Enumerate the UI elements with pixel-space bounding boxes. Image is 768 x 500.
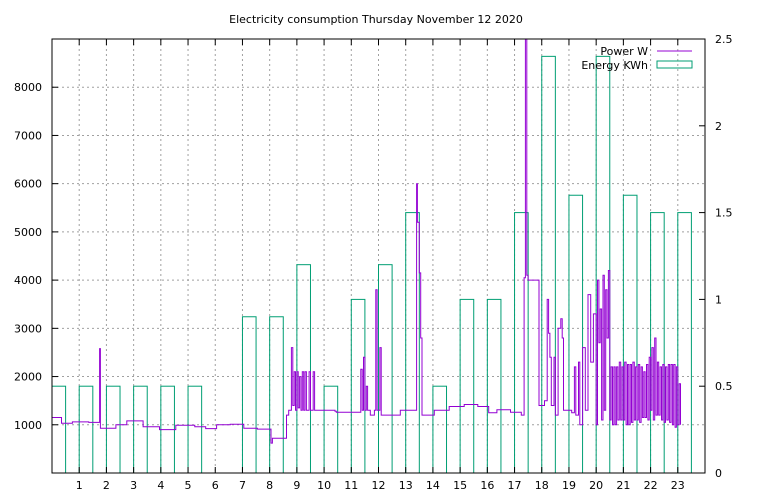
x-tick-label: 19 — [562, 479, 576, 492]
energy-bar — [133, 385, 148, 474]
energy-bars — [51, 55, 692, 474]
x-tick-label: 3 — [130, 479, 137, 492]
y-tick-label: 3000 — [14, 322, 42, 335]
legend-label-power: Power W — [600, 45, 648, 58]
energy-bar — [378, 264, 393, 474]
x-tick-label: 23 — [671, 479, 685, 492]
energy-bar — [323, 385, 339, 474]
legend: Power W Energy KWh — [581, 45, 693, 72]
power-series-line — [52, 38, 681, 444]
x-tick-label: 1 — [76, 479, 83, 492]
energy-bar — [677, 212, 692, 474]
energy-bar — [650, 212, 665, 474]
y-tick-label: 8000 — [14, 81, 42, 94]
chart-title: Electricity consumption Thursday Novembe… — [229, 13, 523, 26]
energy-bar — [51, 385, 67, 474]
x-tick-label: 18 — [535, 479, 549, 492]
x-tick-label: 8 — [266, 479, 273, 492]
energy-bar — [405, 212, 420, 474]
x-tick-label: 10 — [317, 479, 331, 492]
y-tick-label: 7000 — [14, 129, 42, 142]
x-tick-label: 7 — [239, 479, 246, 492]
axes: 1 2 3 4 5 6 7 8 9 10 11 12 13 14 15 16 17 18 19 20 21 22 23100… — [14, 33, 733, 492]
y2-tick-label: 2.5 — [715, 33, 733, 46]
energy-bar — [241, 316, 257, 474]
x-tick-label: 15 — [453, 479, 467, 492]
energy-bar — [350, 298, 366, 474]
energy-bar — [514, 212, 529, 474]
energy-bar — [105, 385, 121, 474]
x-tick-label: 21 — [616, 479, 630, 492]
x-tick-label: 17 — [508, 479, 522, 492]
y-tick-label: 2000 — [14, 371, 42, 384]
energy-bar — [296, 264, 311, 474]
y2-tick-label: 1.5 — [715, 207, 733, 220]
x-tick-label: 20 — [589, 479, 603, 492]
x-tick-label: 6 — [212, 479, 219, 492]
energy-bar — [568, 194, 584, 474]
x-tick-label: 2 — [103, 479, 110, 492]
power-line — [52, 38, 681, 444]
legend-label-energy: Energy KWh — [581, 59, 648, 72]
x-tick-label: 12 — [372, 479, 386, 492]
energy-bar — [187, 385, 203, 474]
x-tick-label: 4 — [157, 479, 164, 492]
x-tick-label: 13 — [399, 479, 413, 492]
x-tick-label: 11 — [344, 479, 358, 492]
y2-tick-label: 2 — [715, 120, 722, 133]
x-tick-label: 5 — [185, 479, 192, 492]
y2-tick-label: 0.5 — [715, 380, 733, 393]
energy-bar — [459, 298, 475, 474]
y-tick-label: 1000 — [14, 419, 42, 432]
x-tick-label: 9 — [293, 479, 300, 492]
x-tick-label: 14 — [426, 479, 440, 492]
energy-bar — [622, 194, 638, 474]
y-tick-label: 4000 — [14, 274, 42, 287]
y2-tick-label: 0 — [715, 467, 722, 480]
y-tick-label: 5000 — [14, 226, 42, 239]
energy-bar — [432, 385, 448, 474]
legend-swatch-energy — [656, 60, 693, 69]
y2-tick-label: 1 — [715, 293, 722, 306]
energy-bar — [541, 55, 556, 474]
y-tick-label: 6000 — [14, 178, 42, 191]
x-tick-label: 22 — [644, 479, 658, 492]
energy-bar — [269, 316, 284, 474]
energy-bar — [78, 385, 94, 474]
x-tick-label: 16 — [480, 479, 494, 492]
energy-bar — [486, 298, 502, 474]
